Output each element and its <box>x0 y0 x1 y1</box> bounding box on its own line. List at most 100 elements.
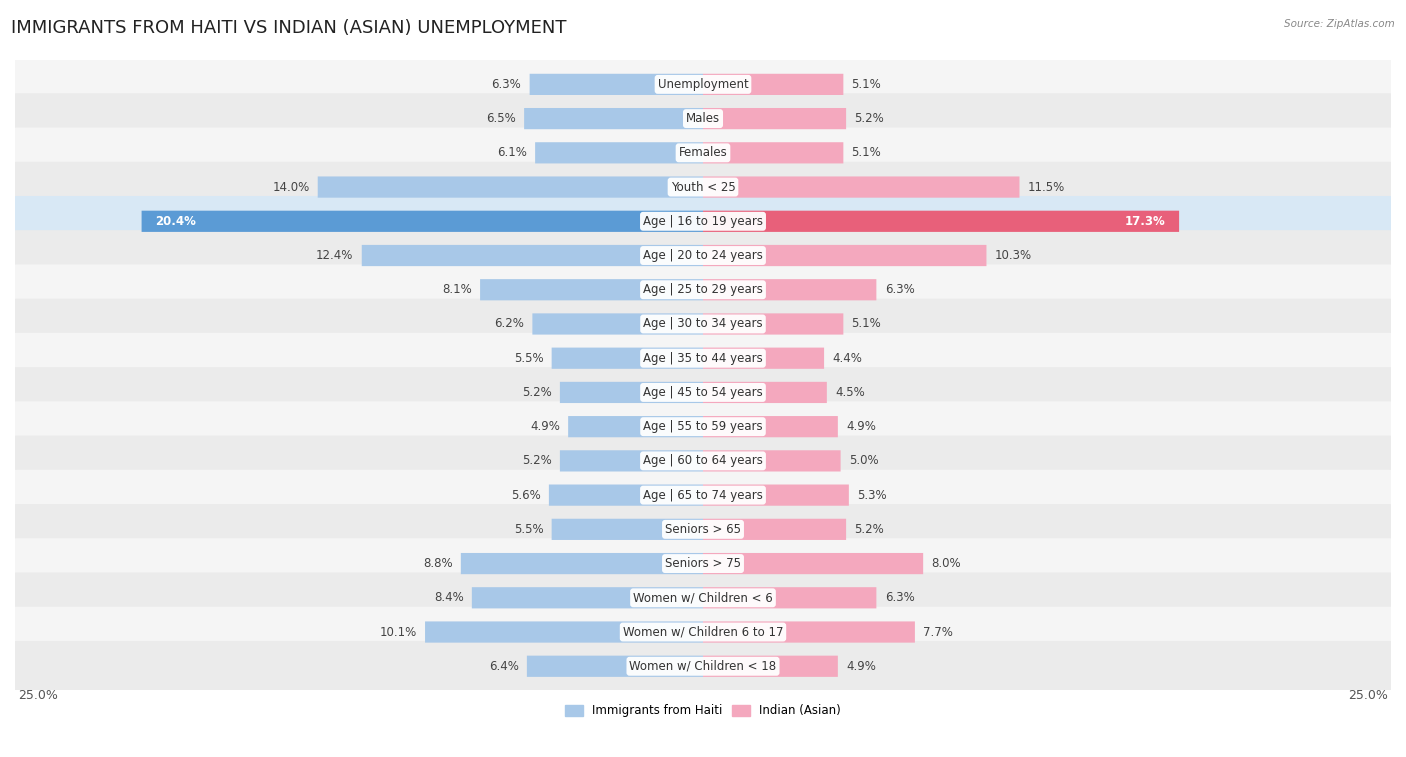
FancyBboxPatch shape <box>8 93 1398 144</box>
Text: Age | 45 to 54 years: Age | 45 to 54 years <box>643 386 763 399</box>
FancyBboxPatch shape <box>703 656 838 677</box>
FancyBboxPatch shape <box>703 73 844 95</box>
FancyBboxPatch shape <box>8 641 1398 692</box>
FancyBboxPatch shape <box>8 606 1398 657</box>
Text: 8.4%: 8.4% <box>434 591 464 604</box>
Text: 4.9%: 4.9% <box>846 420 876 433</box>
Text: 4.4%: 4.4% <box>832 352 862 365</box>
Text: 5.0%: 5.0% <box>849 454 879 467</box>
Text: 5.1%: 5.1% <box>852 146 882 159</box>
FancyBboxPatch shape <box>8 333 1398 384</box>
FancyBboxPatch shape <box>703 519 846 540</box>
Text: 10.3%: 10.3% <box>994 249 1032 262</box>
Text: 4.9%: 4.9% <box>846 660 876 673</box>
Text: 4.9%: 4.9% <box>530 420 560 433</box>
FancyBboxPatch shape <box>472 587 703 609</box>
FancyBboxPatch shape <box>425 621 703 643</box>
Text: 5.2%: 5.2% <box>855 112 884 125</box>
Text: Women w/ Children < 6: Women w/ Children < 6 <box>633 591 773 604</box>
Text: 5.1%: 5.1% <box>852 317 882 331</box>
FancyBboxPatch shape <box>8 401 1398 452</box>
FancyBboxPatch shape <box>551 519 703 540</box>
Text: IMMIGRANTS FROM HAITI VS INDIAN (ASIAN) UNEMPLOYMENT: IMMIGRANTS FROM HAITI VS INDIAN (ASIAN) … <box>11 19 567 37</box>
FancyBboxPatch shape <box>8 59 1398 110</box>
Text: 6.4%: 6.4% <box>489 660 519 673</box>
FancyBboxPatch shape <box>560 450 703 472</box>
FancyBboxPatch shape <box>703 484 849 506</box>
FancyBboxPatch shape <box>703 347 824 369</box>
Text: Age | 25 to 29 years: Age | 25 to 29 years <box>643 283 763 296</box>
Text: 5.3%: 5.3% <box>858 488 887 502</box>
Text: 5.5%: 5.5% <box>513 352 543 365</box>
FancyBboxPatch shape <box>524 108 703 129</box>
FancyBboxPatch shape <box>8 162 1398 213</box>
Text: 8.8%: 8.8% <box>423 557 453 570</box>
Text: 17.3%: 17.3% <box>1125 215 1166 228</box>
Text: 6.5%: 6.5% <box>486 112 516 125</box>
FancyBboxPatch shape <box>551 347 703 369</box>
Text: Unemployment: Unemployment <box>658 78 748 91</box>
Text: Females: Females <box>679 146 727 159</box>
FancyBboxPatch shape <box>8 470 1398 521</box>
FancyBboxPatch shape <box>703 313 844 335</box>
Text: Women w/ Children 6 to 17: Women w/ Children 6 to 17 <box>623 625 783 639</box>
FancyBboxPatch shape <box>479 279 703 301</box>
FancyBboxPatch shape <box>536 142 703 164</box>
Text: Age | 55 to 59 years: Age | 55 to 59 years <box>643 420 763 433</box>
FancyBboxPatch shape <box>8 127 1398 178</box>
Text: 5.5%: 5.5% <box>513 523 543 536</box>
Text: 10.1%: 10.1% <box>380 625 416 639</box>
FancyBboxPatch shape <box>8 538 1398 589</box>
Text: 14.0%: 14.0% <box>273 181 309 194</box>
Text: 6.3%: 6.3% <box>884 283 914 296</box>
Text: 4.5%: 4.5% <box>835 386 865 399</box>
Text: Seniors > 65: Seniors > 65 <box>665 523 741 536</box>
FancyBboxPatch shape <box>548 484 703 506</box>
Text: 11.5%: 11.5% <box>1028 181 1064 194</box>
Text: Males: Males <box>686 112 720 125</box>
FancyBboxPatch shape <box>530 73 703 95</box>
Text: 25.0%: 25.0% <box>18 689 58 702</box>
Text: 6.1%: 6.1% <box>496 146 527 159</box>
Text: 6.3%: 6.3% <box>492 78 522 91</box>
FancyBboxPatch shape <box>568 416 703 438</box>
Text: Women w/ Children < 18: Women w/ Children < 18 <box>630 660 776 673</box>
FancyBboxPatch shape <box>703 210 1180 232</box>
Text: Youth < 25: Youth < 25 <box>671 181 735 194</box>
Text: 5.1%: 5.1% <box>852 78 882 91</box>
FancyBboxPatch shape <box>703 176 1019 198</box>
Text: 8.1%: 8.1% <box>441 283 472 296</box>
Text: Age | 16 to 19 years: Age | 16 to 19 years <box>643 215 763 228</box>
FancyBboxPatch shape <box>318 176 703 198</box>
FancyBboxPatch shape <box>8 367 1398 418</box>
FancyBboxPatch shape <box>703 553 924 575</box>
Text: 6.2%: 6.2% <box>495 317 524 331</box>
Legend: Immigrants from Haiti, Indian (Asian): Immigrants from Haiti, Indian (Asian) <box>561 699 845 722</box>
Text: 8.0%: 8.0% <box>931 557 962 570</box>
Text: Seniors > 75: Seniors > 75 <box>665 557 741 570</box>
FancyBboxPatch shape <box>703 587 876 609</box>
FancyBboxPatch shape <box>142 210 703 232</box>
FancyBboxPatch shape <box>703 142 844 164</box>
FancyBboxPatch shape <box>8 504 1398 555</box>
FancyBboxPatch shape <box>8 230 1398 281</box>
Text: 7.7%: 7.7% <box>924 625 953 639</box>
FancyBboxPatch shape <box>361 245 703 266</box>
FancyBboxPatch shape <box>703 382 827 403</box>
FancyBboxPatch shape <box>703 279 876 301</box>
Text: Age | 20 to 24 years: Age | 20 to 24 years <box>643 249 763 262</box>
FancyBboxPatch shape <box>461 553 703 575</box>
Text: 25.0%: 25.0% <box>1348 689 1388 702</box>
Text: Age | 30 to 34 years: Age | 30 to 34 years <box>643 317 763 331</box>
Text: Age | 60 to 64 years: Age | 60 to 64 years <box>643 454 763 467</box>
Text: Age | 35 to 44 years: Age | 35 to 44 years <box>643 352 763 365</box>
Text: 6.3%: 6.3% <box>884 591 914 604</box>
Text: Source: ZipAtlas.com: Source: ZipAtlas.com <box>1284 19 1395 29</box>
Text: 5.2%: 5.2% <box>522 386 551 399</box>
Text: 20.4%: 20.4% <box>155 215 197 228</box>
Text: 12.4%: 12.4% <box>316 249 353 262</box>
FancyBboxPatch shape <box>703 245 987 266</box>
FancyBboxPatch shape <box>703 416 838 438</box>
FancyBboxPatch shape <box>703 108 846 129</box>
FancyBboxPatch shape <box>527 656 703 677</box>
